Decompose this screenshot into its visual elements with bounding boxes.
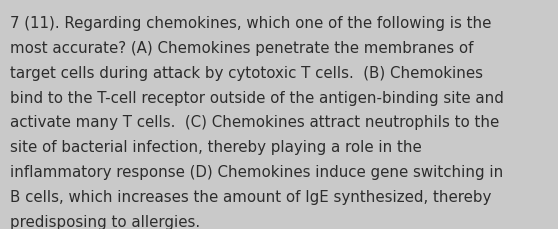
Text: 7 (11). Regarding chemokines, which one of the following is the: 7 (11). Regarding chemokines, which one … [10,16,492,31]
Text: target cells during attack by cytotoxic T cells.  (B) Chemokines: target cells during attack by cytotoxic … [10,65,483,80]
Text: bind to the T-cell receptor outside of the antigen-binding site and: bind to the T-cell receptor outside of t… [10,90,504,105]
Text: inflammatory response (D) Chemokines induce gene switching in: inflammatory response (D) Chemokines ind… [10,164,503,179]
Text: B cells, which increases the amount of IgE synthesized, thereby: B cells, which increases the amount of I… [10,189,492,204]
Text: activate many T cells.  (C) Chemokines attract neutrophils to the: activate many T cells. (C) Chemokines at… [10,115,499,130]
Text: predisposing to allergies.: predisposing to allergies. [10,214,200,229]
Text: site of bacterial infection, thereby playing a role in the: site of bacterial infection, thereby pla… [10,140,422,155]
Text: most accurate? (A) Chemokines penetrate the membranes of: most accurate? (A) Chemokines penetrate … [10,41,474,56]
